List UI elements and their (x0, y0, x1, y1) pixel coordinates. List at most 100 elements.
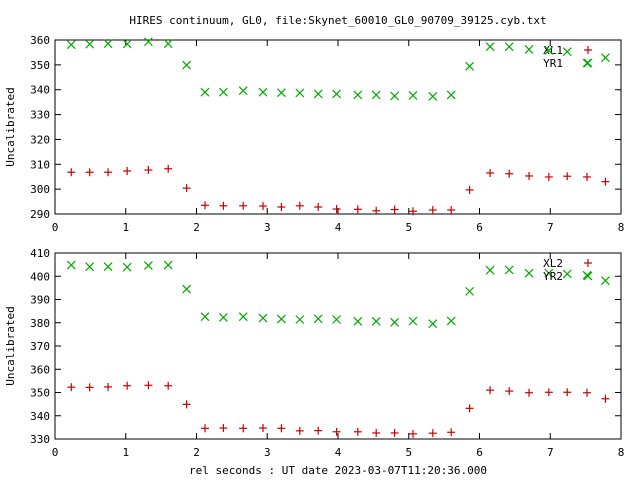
data-point (524, 268, 534, 278)
data-point (239, 201, 248, 210)
data-point (544, 172, 553, 181)
data-point (332, 89, 342, 99)
data-point (200, 312, 210, 322)
data-point (239, 424, 248, 433)
x-tick-label: 0 (52, 221, 59, 234)
data-point (219, 201, 228, 210)
data-point (601, 53, 610, 63)
x-tick-label: 1 (122, 221, 129, 234)
y-tick-label: 330 (30, 433, 50, 446)
data-point (485, 265, 495, 275)
x-tick-label: 5 (405, 221, 412, 234)
legend-marker (583, 58, 593, 68)
data-point (353, 205, 362, 214)
x-tick-label: 6 (476, 446, 483, 459)
data-point (144, 166, 153, 175)
data-point (164, 381, 173, 390)
data-point (143, 37, 153, 47)
data-point (544, 268, 554, 278)
legend-label: YR1 (543, 57, 563, 70)
x-tick-label: 8 (618, 446, 625, 459)
data-point (122, 262, 132, 272)
data-point (408, 207, 417, 216)
data-point (562, 47, 572, 57)
data-point (505, 169, 514, 178)
data-point (332, 205, 341, 214)
data-point (353, 427, 362, 436)
data-point (277, 424, 286, 433)
data-point (390, 205, 399, 214)
data-point (85, 168, 94, 177)
panel-bottom: Uncalibrated 0 1 2 3 4 5 6 7 8 330 340 350 360 370 380 3… (4, 247, 624, 459)
data-point (372, 428, 381, 437)
y-axis-label: Uncalibrated (4, 306, 17, 385)
data-point (85, 262, 95, 272)
data-point (446, 316, 456, 326)
data-point (504, 265, 514, 275)
y-tick-label: 390 (30, 294, 50, 307)
data-point (525, 388, 534, 397)
series-yr2 (66, 260, 610, 329)
data-point (163, 260, 173, 270)
y-tick-label: 330 (30, 109, 50, 122)
data-point (123, 166, 132, 175)
y-tick-label: 340 (30, 410, 50, 423)
data-point (103, 262, 113, 272)
data-point (200, 87, 210, 97)
data-point (218, 312, 228, 322)
data-point (123, 381, 132, 390)
data-point (371, 90, 381, 100)
x-tick-label: 8 (618, 221, 625, 234)
data-point (66, 260, 76, 270)
data-point (486, 386, 495, 395)
data-point (504, 42, 514, 52)
data-point (371, 316, 381, 326)
data-point (258, 87, 268, 97)
data-point (295, 201, 304, 210)
data-point (104, 382, 113, 391)
y-tick-label: 300 (30, 183, 50, 196)
data-point (353, 90, 363, 100)
data-point (446, 90, 456, 100)
x-tick-label: 3 (264, 446, 271, 459)
data-point (104, 168, 113, 177)
data-point (583, 388, 592, 397)
data-point (85, 39, 95, 49)
data-point (238, 312, 248, 322)
data-point (544, 46, 554, 55)
x-tick-label: 3 (264, 221, 271, 234)
legend-label: XL1 (543, 44, 563, 57)
data-point (601, 177, 610, 186)
y-tick-label: 310 (30, 158, 50, 171)
data-point (465, 404, 474, 413)
data-point (200, 424, 209, 433)
data-point (276, 88, 286, 98)
data-point (465, 286, 475, 296)
data-point (314, 426, 323, 435)
y-tick-label: 400 (30, 270, 50, 283)
chart-title: HIRES continuum, GL0, file:Skynet_60010_… (129, 14, 546, 27)
data-point (465, 61, 475, 71)
data-point (103, 39, 113, 49)
data-point (544, 388, 553, 397)
data-point (485, 42, 495, 52)
x-tick-label: 7 (547, 446, 554, 459)
y-tick-label: 350 (30, 59, 50, 72)
legend-label: XL2 (543, 257, 563, 270)
y-tick-label: 360 (30, 363, 50, 376)
data-point (144, 381, 153, 390)
data-point (182, 284, 192, 294)
y-tick-label: 360 (30, 34, 50, 47)
plot-frame (54, 39, 622, 215)
data-point (182, 400, 191, 409)
y-axis-label: Uncalibrated (4, 87, 17, 166)
data-point (66, 40, 76, 50)
data-point (601, 276, 610, 286)
x-axis-label: rel seconds : UT date 2023-03-07T11:20:3… (189, 464, 487, 477)
data-point (583, 172, 592, 181)
data-point (390, 317, 400, 327)
data-point (447, 206, 456, 215)
data-point (408, 429, 417, 438)
